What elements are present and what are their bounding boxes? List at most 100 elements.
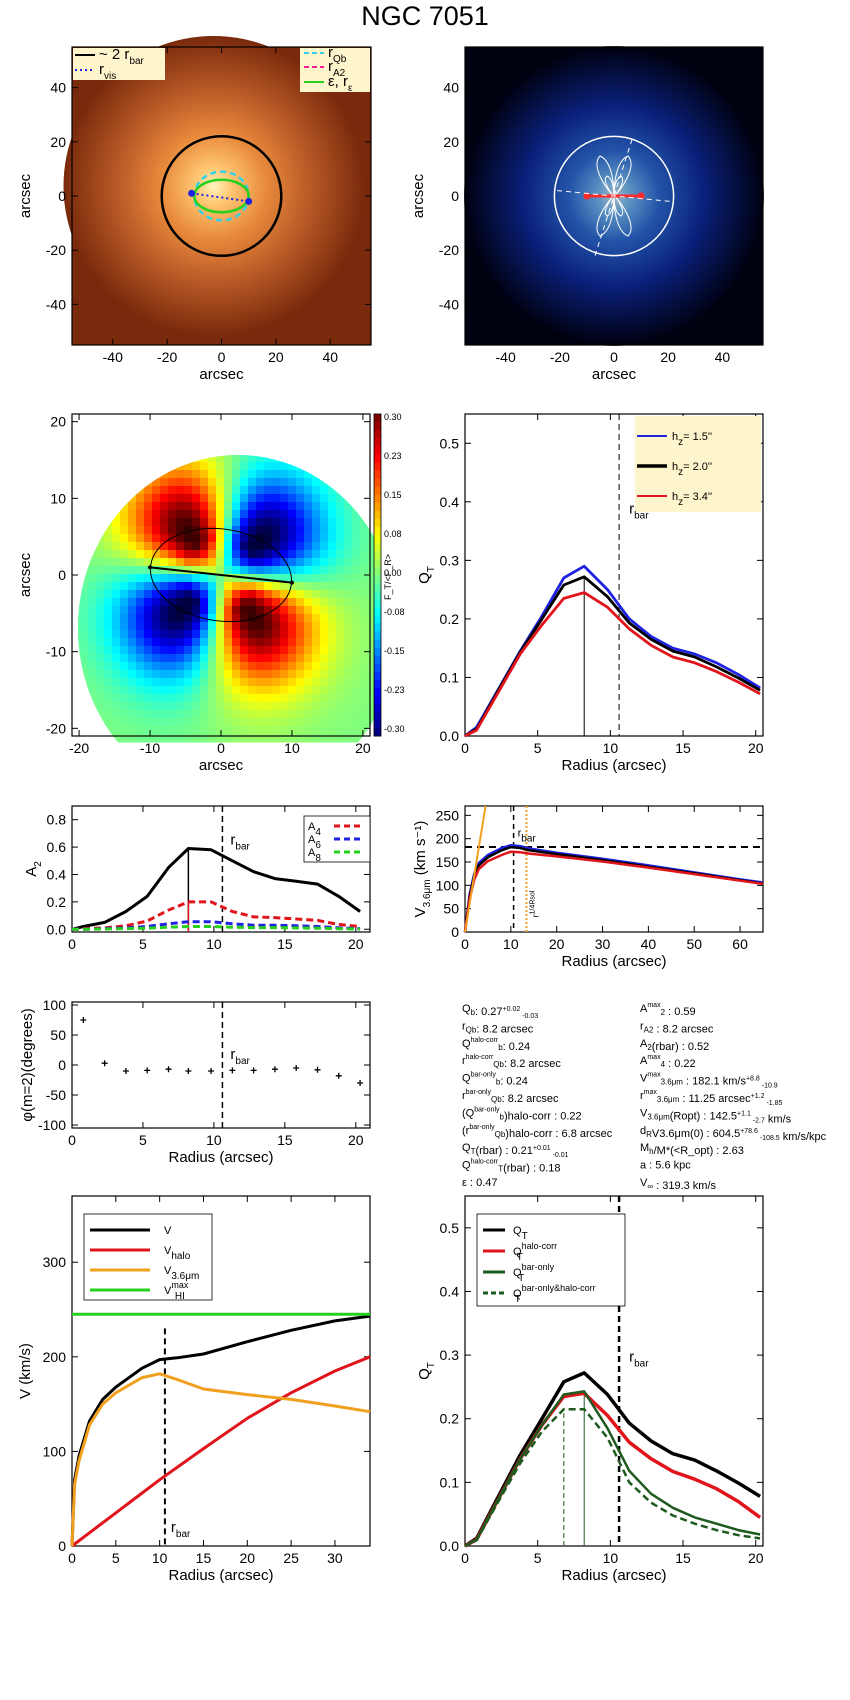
colorbar-cell bbox=[374, 430, 381, 439]
force-cell bbox=[304, 710, 313, 719]
force-cell bbox=[352, 574, 361, 583]
force-cell bbox=[248, 622, 257, 631]
force-cell bbox=[272, 670, 281, 679]
force-cell bbox=[80, 430, 89, 439]
force-cell bbox=[312, 654, 321, 663]
force-cell bbox=[296, 518, 305, 527]
bar-ellipse bbox=[149, 527, 293, 623]
force-cell bbox=[192, 470, 201, 479]
force-cell bbox=[224, 622, 233, 631]
force-cell bbox=[248, 510, 257, 519]
x-tick-label: 0 bbox=[461, 1550, 469, 1566]
force-cell bbox=[112, 518, 121, 527]
force-cell bbox=[360, 566, 369, 575]
phase-point bbox=[122, 1068, 129, 1074]
force-cell bbox=[160, 638, 169, 647]
force-cell bbox=[256, 678, 265, 687]
force-cell bbox=[152, 670, 161, 679]
y-tick-label: -20 bbox=[46, 720, 66, 736]
force-cell bbox=[160, 670, 169, 679]
force-cell bbox=[120, 590, 129, 599]
force-cell bbox=[296, 598, 305, 607]
force-cell bbox=[256, 502, 265, 511]
force-cell bbox=[344, 422, 353, 431]
force-cell bbox=[360, 614, 369, 623]
force-cell bbox=[104, 566, 113, 575]
force-cell bbox=[160, 558, 169, 567]
force-cell bbox=[80, 678, 89, 687]
force-cell bbox=[224, 574, 233, 583]
force-cell bbox=[112, 686, 121, 695]
force-cell bbox=[128, 550, 137, 559]
force-cell bbox=[88, 566, 97, 575]
force-cell bbox=[312, 670, 321, 679]
x-tick-label: 30 bbox=[327, 1550, 343, 1566]
x-tick-label: 40 bbox=[641, 936, 657, 952]
force-cell bbox=[208, 446, 217, 455]
force-cell bbox=[208, 582, 217, 591]
force-cell bbox=[256, 606, 265, 615]
force-cell bbox=[328, 678, 337, 687]
force-cell bbox=[208, 718, 217, 727]
param-right-row: V3.6μm(Ropt) : 142.5+1.1 -2.7 km/s bbox=[640, 1107, 792, 1125]
force-cell bbox=[152, 534, 161, 543]
force-cell bbox=[136, 598, 145, 607]
force-cell bbox=[240, 566, 249, 575]
force-cell bbox=[328, 662, 337, 671]
force-cell bbox=[336, 534, 345, 543]
force-cell bbox=[96, 622, 105, 631]
force-cell bbox=[264, 718, 273, 727]
force-cell bbox=[200, 438, 209, 447]
force-cell bbox=[312, 542, 321, 551]
force-cell bbox=[328, 510, 337, 519]
force-cell bbox=[328, 526, 337, 535]
force-cell bbox=[264, 702, 273, 711]
force-cell bbox=[264, 446, 273, 455]
force-cell bbox=[104, 686, 113, 695]
force-cell bbox=[264, 662, 273, 671]
force-cell bbox=[240, 598, 249, 607]
force-cell bbox=[312, 470, 321, 479]
force-cell bbox=[160, 630, 169, 639]
force-cell bbox=[344, 455, 353, 463]
y-axis-label-text: QT bbox=[416, 566, 437, 584]
force-cell bbox=[344, 694, 353, 703]
force-cell bbox=[192, 558, 201, 567]
force-cell bbox=[88, 510, 97, 519]
force-cell bbox=[224, 710, 233, 719]
force-cell bbox=[296, 622, 305, 631]
force-cell bbox=[128, 590, 137, 599]
force-cell bbox=[328, 734, 337, 743]
force-cell bbox=[224, 534, 233, 543]
force-cell bbox=[88, 614, 97, 623]
x-axis-label: arcsec bbox=[199, 757, 244, 774]
force-cell bbox=[208, 622, 217, 631]
force-cell bbox=[328, 455, 337, 463]
x-tick-label: 5 bbox=[534, 1550, 542, 1566]
force-cell bbox=[78, 510, 81, 519]
colorbar-frame bbox=[373, 413, 382, 737]
force-cell bbox=[96, 686, 105, 695]
force-cell bbox=[192, 455, 201, 463]
force-cell bbox=[104, 542, 113, 551]
force-cell bbox=[216, 606, 225, 615]
force-cell bbox=[184, 646, 193, 655]
force-cell bbox=[144, 574, 153, 583]
force-cell bbox=[78, 622, 81, 631]
force-cell bbox=[208, 414, 217, 423]
force-cell bbox=[128, 638, 137, 647]
force-cell bbox=[280, 518, 289, 527]
force-cell bbox=[78, 630, 81, 639]
force-cell bbox=[336, 526, 345, 535]
force-cell bbox=[296, 462, 305, 471]
force-cell bbox=[200, 558, 209, 567]
force-cell bbox=[304, 638, 313, 647]
force-cell bbox=[336, 614, 345, 623]
force-cell bbox=[184, 494, 193, 503]
colorbar-tick-label: -0.23 bbox=[384, 685, 405, 695]
x-tick-label: 30 bbox=[595, 936, 611, 952]
force-cell bbox=[160, 414, 169, 423]
param-left-row: rQb: 8.2 arcsec bbox=[462, 1020, 534, 1035]
force-cell bbox=[96, 574, 105, 583]
axes-frame bbox=[71, 1195, 371, 1547]
